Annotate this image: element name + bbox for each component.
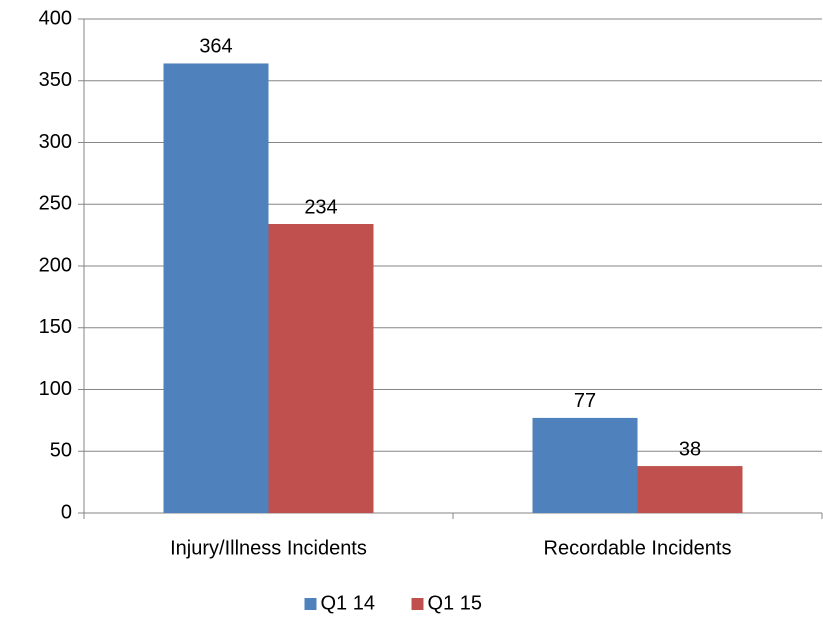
data-label: 234 [304,196,337,218]
legend-label: Q1 15 [428,592,482,614]
bar [532,417,638,513]
x-tick-label: Injury/Illness Incidents [170,537,367,559]
data-label: 364 [199,36,232,58]
legend-label: Q1 14 [321,592,375,614]
bar [163,63,269,514]
bar [268,224,374,513]
y-tick-label: 200 [39,254,72,276]
legend-swatch [411,598,424,610]
y-tick-label: 250 [39,193,72,215]
y-tick-label: 100 [39,378,72,400]
y-tick-label: 300 [39,131,72,153]
y-tick-label: 400 [39,7,72,29]
data-label: 77 [574,390,596,412]
x-tick-label: Recordable Incidents [544,537,732,559]
legend-swatch [304,598,317,610]
y-tick-label: 150 [39,316,72,338]
y-tick-label: 0 [61,501,72,523]
y-tick-label: 350 [39,69,72,91]
bar [637,466,743,513]
data-label: 38 [679,438,701,460]
y-tick-label: 50 [50,440,72,462]
